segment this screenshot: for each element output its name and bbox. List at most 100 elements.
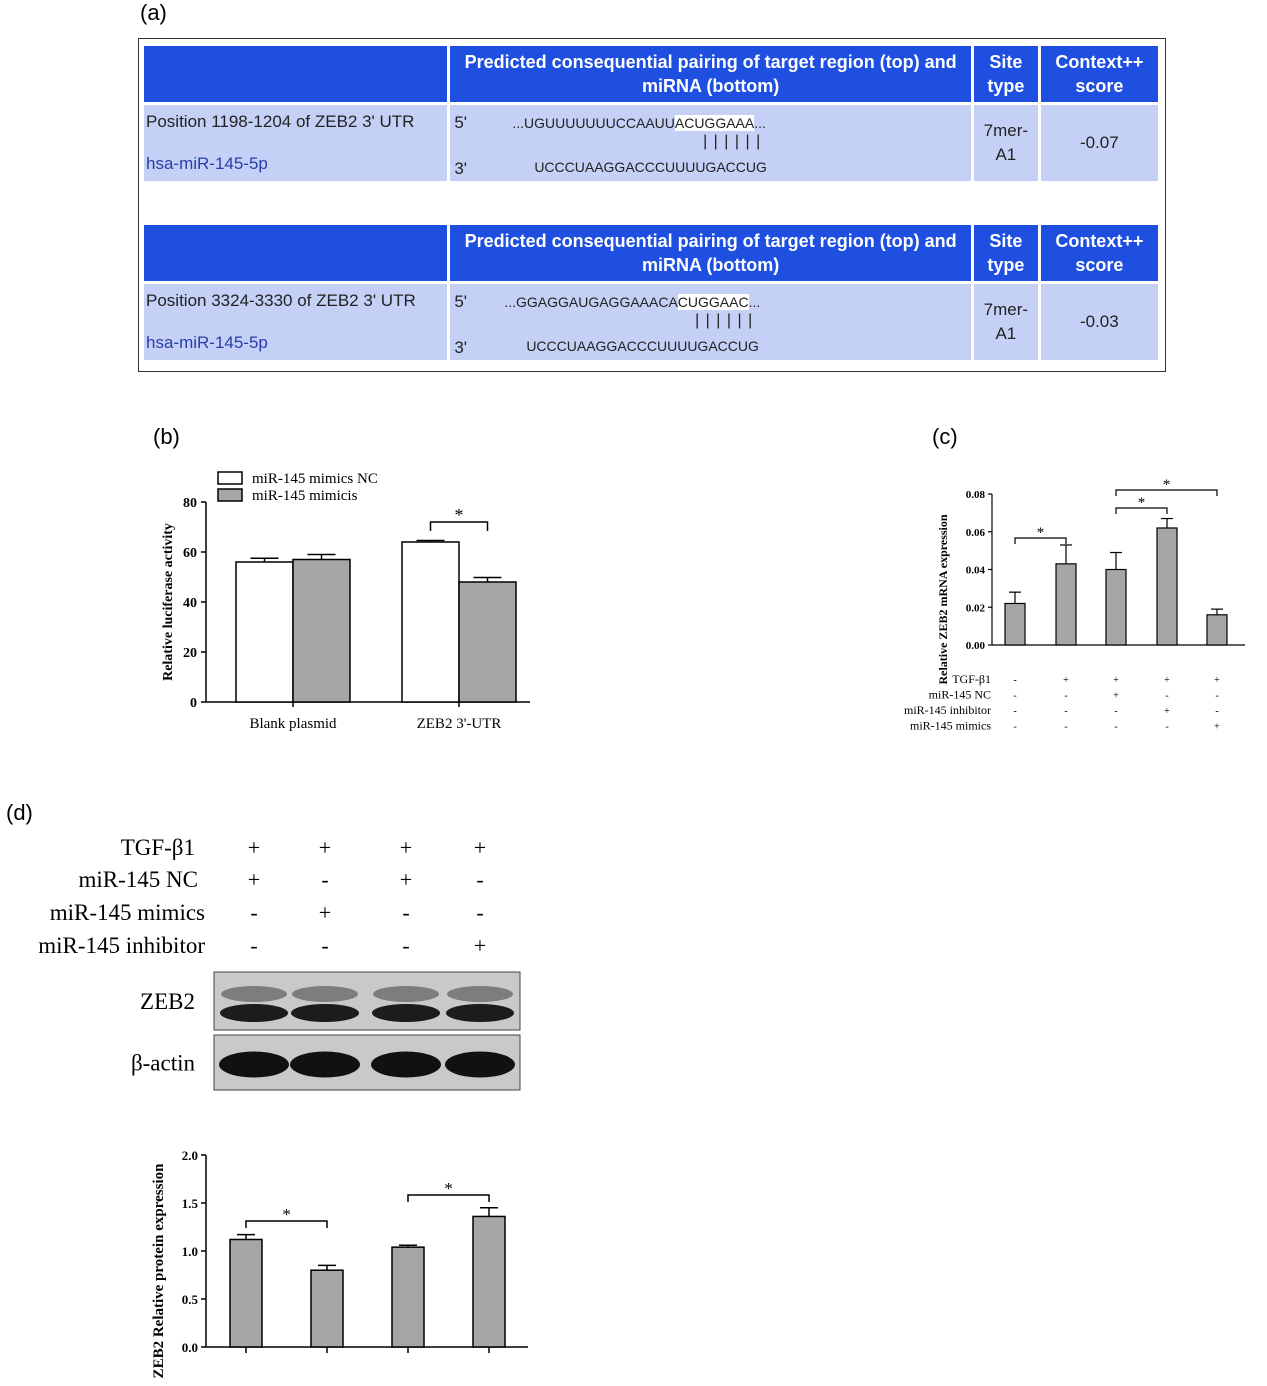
bar [229, 1238, 263, 1348]
y-tick-label: 0 [190, 696, 197, 711]
condition-sign: - [1064, 722, 1067, 733]
blot-band-lower [446, 1004, 514, 1022]
legend-swatch [217, 471, 243, 485]
condition-sign: - [402, 900, 409, 925]
condition-sign: + [319, 835, 331, 860]
bar [1105, 568, 1127, 646]
y-tick-label: 1.0 [182, 1244, 198, 1259]
condition-label: TGF-β1 [121, 835, 195, 860]
header-context-score: Context++ score [1040, 225, 1158, 281]
zeb2-mrna-chart: 0.00 0.02 0.04 0.06 0.08 Relative ZEB2 mRNA e… [904, 477, 1245, 733]
significance-bracket [245, 1220, 328, 1228]
significance-star: * [1138, 495, 1146, 511]
context-score: -0.07 [1040, 105, 1158, 181]
condition-sign: - [1215, 706, 1218, 717]
panel-b-label: (b) [153, 424, 180, 449]
blot-band-upper [447, 986, 513, 1002]
condition-sign: - [476, 867, 483, 892]
condition-sign: - [476, 900, 483, 925]
header-context-score: Context++ score [1040, 46, 1158, 102]
condition-sign: + [248, 867, 260, 892]
site-position: Position 3324-3330 of ZEB2 3' UTR [146, 291, 416, 310]
site-description: Position 1198-1204 of ZEB2 3' UTR hsa-mi… [144, 105, 448, 181]
blot-label: ZEB2 [140, 989, 195, 1014]
blot-band [445, 1051, 515, 1078]
condition-sign: + [1113, 675, 1119, 686]
significance-star: * [455, 505, 464, 525]
pairing-lines: |||||| [692, 312, 756, 330]
mirna-name: hsa-miR-145-5p [146, 333, 268, 352]
bar [1206, 614, 1228, 646]
target-sequence: ...GGAGGAUGAGGAAACACUGGAAC... [504, 294, 761, 310]
y-axis-label: Relative luciferase activity [161, 523, 176, 681]
site-position: Position 1198-1204 of ZEB2 3' UTR [146, 112, 415, 131]
condition-sign: + [1164, 706, 1170, 717]
condition-sign: - [1064, 706, 1067, 717]
luciferase-chart: 0 20 40 60 80 Relative luciferase activity Bla… [161, 471, 530, 732]
condition-sign: - [1013, 691, 1016, 702]
y-tick-label: 0.06 [966, 527, 986, 539]
targetscan-table-2: Predicted consequential pairing of targe… [141, 222, 1161, 363]
y-tick-label: 20 [183, 646, 197, 661]
blot-band-lower [220, 1004, 288, 1022]
condition-sign: - [1013, 722, 1016, 733]
condition-sign: + [474, 933, 486, 958]
context-score: -0.03 [1040, 284, 1158, 360]
bar [1004, 602, 1026, 646]
site-type: 7mer- A1 [974, 105, 1038, 181]
condition-label: miR-145 NC [929, 688, 991, 702]
mirna-sequence: UCCCUAAGGACCCUUUUGACCUG [526, 338, 759, 354]
bar [292, 558, 351, 703]
panel-c-label: (c) [932, 424, 958, 449]
three-prime-label: 3' [454, 159, 468, 178]
bar [458, 581, 517, 703]
blot-band [219, 1051, 289, 1078]
target-sequence: ...UGUUUUUUUCCAAUUACUGGAAA... [512, 115, 766, 131]
condition-sign: + [400, 835, 412, 860]
header-pairing: Predicted consequential pairing of targe… [450, 225, 971, 281]
mirna-name: hsa-miR-145-5p [146, 154, 268, 173]
blot-band-lower [372, 1004, 440, 1022]
targetscan-table-container: Predicted consequential pairing of targe… [138, 38, 1166, 372]
panel-d-label: (d) [6, 800, 33, 825]
condition-sign: + [1214, 675, 1220, 686]
condition-sign: - [1165, 691, 1168, 702]
panel-a-label: (a) [140, 0, 167, 25]
x-tick-label: Blank plasmid [249, 716, 337, 732]
bar [1156, 527, 1178, 646]
pairing-lines: |||||| [700, 133, 764, 151]
western-blot-figure: TGF-β1 + + + + miR-145 NC + - + - miR-145 mimics - +… [38, 835, 521, 1091]
y-tick-label: 40 [183, 596, 197, 611]
blot-band-upper [221, 986, 287, 1002]
significance-bracket [1115, 489, 1218, 496]
blot-band-lower [291, 1004, 359, 1022]
condition-sign: + [248, 835, 260, 860]
condition-sign: - [250, 933, 257, 958]
condition-sign: - [1013, 675, 1016, 686]
y-tick-label: 0.5 [182, 1292, 199, 1307]
condition-sign: + [319, 900, 331, 925]
y-tick-label: 0.0 [182, 1340, 198, 1355]
x-tick-label: ZEB2 3'-UTR [417, 716, 502, 732]
condition-sign: - [402, 933, 409, 958]
condition-sign: - [250, 900, 257, 925]
significance-bracket [1115, 507, 1168, 514]
bar [472, 1215, 506, 1348]
y-tick-label: 0.04 [966, 565, 986, 577]
significance-bracket [1014, 537, 1067, 544]
condition-sign: - [1114, 706, 1117, 717]
y-tick-label: 80 [183, 496, 197, 511]
condition-sign: - [1114, 722, 1117, 733]
significance-bracket [407, 1194, 490, 1202]
condition-sign: - [321, 867, 328, 892]
blot-label: β-actin [131, 1051, 196, 1076]
legend-swatch [217, 488, 243, 502]
y-axis-label: ZEB2 Relative protein expression [151, 1163, 167, 1379]
condition-sign: - [1064, 691, 1067, 702]
condition-label: miR-145 NC [79, 867, 198, 892]
condition-sign: + [400, 867, 412, 892]
condition-sign: + [1214, 722, 1220, 733]
site-type: 7mer- A1 [974, 284, 1038, 360]
significance-star: * [444, 1179, 453, 1198]
pairing-cell: 5' ...UGUUUUUUUCCAAUUACUGGAAA... |||||| … [450, 105, 971, 181]
